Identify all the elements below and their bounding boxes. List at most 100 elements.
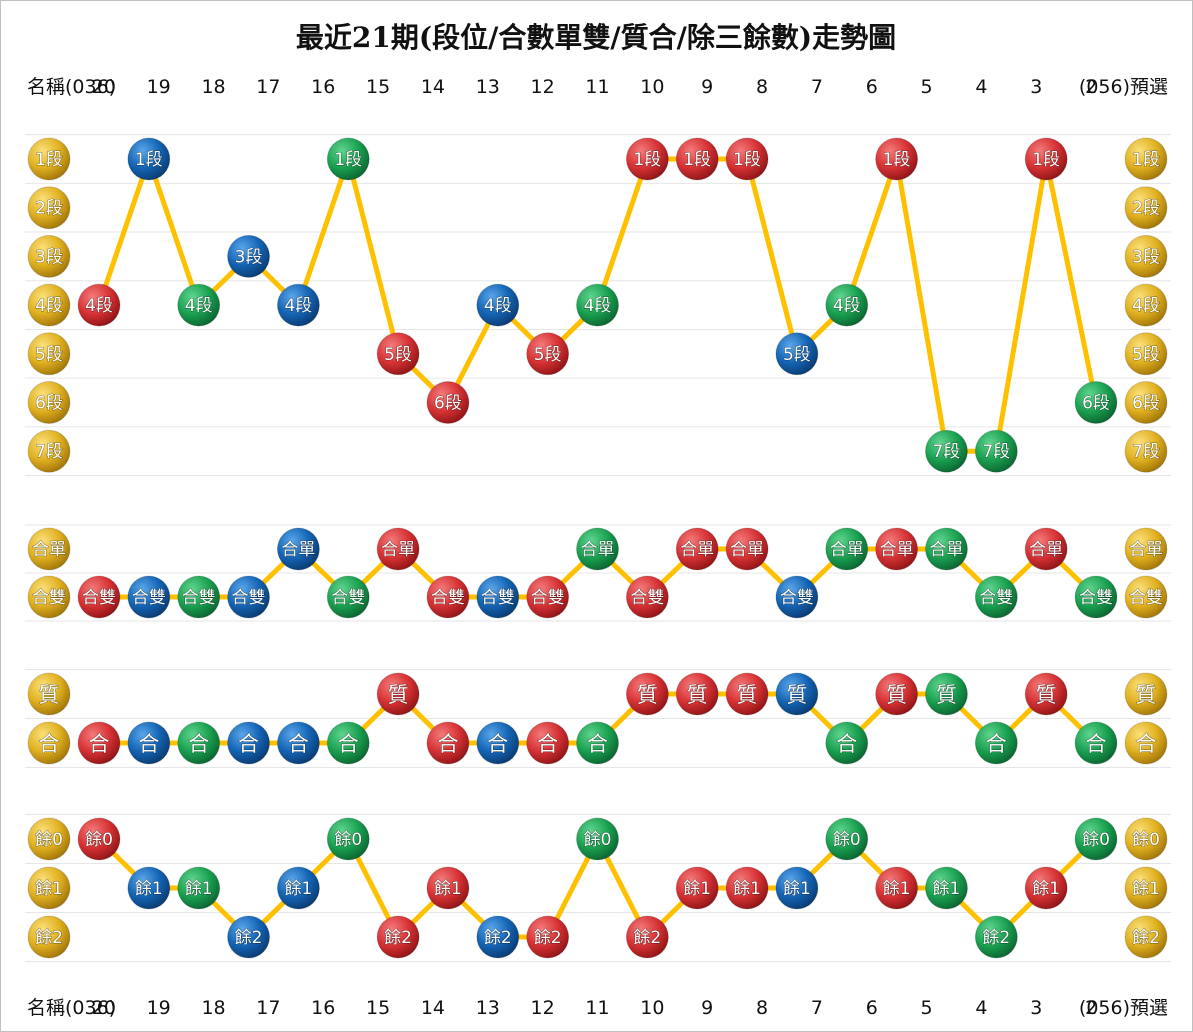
ball-circle <box>476 721 520 765</box>
ball-label: 餘0 <box>85 830 113 850</box>
ball-label: 5段 <box>35 345 63 365</box>
data-ball: 合 <box>476 721 520 765</box>
data-ball: 合 <box>1124 721 1168 765</box>
ball-label: 合雙 <box>481 588 515 608</box>
ball-label: 合 <box>288 732 309 756</box>
data-ball: 合雙 <box>127 575 171 619</box>
data-balls: 1段 1段 2段 2段 3段 3段 4段 4段 5段 5段 6段 6段 7段 7段 4段 1段 4段 3段 4段 1段… <box>27 137 1168 959</box>
ball-label: 質 <box>936 683 957 707</box>
ball-circle <box>625 915 669 959</box>
ball-circle <box>1074 575 1118 619</box>
ball-circle <box>725 672 769 716</box>
ball-label: 合雙 <box>531 588 565 608</box>
ball-label: 7段 <box>1132 442 1160 462</box>
ball-circle <box>127 866 171 910</box>
ball-label: 餘0 <box>334 830 362 850</box>
ball-label: 4段 <box>284 296 312 316</box>
ball-label: 餘0 <box>833 830 861 850</box>
ball-circle <box>77 817 121 861</box>
column-label: 11 <box>585 997 609 1019</box>
ball-circle <box>77 721 121 765</box>
data-ball: 6段 <box>426 381 470 424</box>
data-ball: 1段 <box>127 137 171 181</box>
ball-circle <box>27 672 71 716</box>
data-ball: 餘2 <box>974 915 1018 959</box>
ball-label: 合單 <box>281 540 315 560</box>
ball-label: 6段 <box>35 394 63 414</box>
data-ball: 7段 <box>1124 429 1168 473</box>
data-ball: 餘1 <box>924 866 968 910</box>
data-ball: 合單 <box>576 527 619 571</box>
data-ball: 5段 <box>1124 332 1168 376</box>
ball-label: 餘1 <box>1032 879 1060 899</box>
ball-circle <box>974 429 1018 473</box>
data-ball: 質 <box>775 672 819 716</box>
ball-circle <box>625 137 669 181</box>
data-ball: 4段 <box>825 283 869 327</box>
ball-circle <box>1124 672 1168 716</box>
ball-circle <box>127 575 171 619</box>
data-ball: 4段 <box>27 283 71 327</box>
data-ball: 1段 <box>875 137 919 181</box>
data-ball: 2段 <box>1124 186 1168 230</box>
ball-circle <box>1024 672 1068 716</box>
data-ball: 合單 <box>1024 527 1068 571</box>
ball-label: 餘1 <box>135 879 163 899</box>
data-ball: 餘0 <box>1074 817 1118 861</box>
data-ball: 合雙 <box>625 575 669 619</box>
data-ball: 質 <box>27 672 71 716</box>
column-label: 12 <box>531 76 555 98</box>
ball-circle <box>576 527 619 571</box>
ball-label: 6段 <box>434 394 462 414</box>
data-ball: 合雙 <box>476 575 520 619</box>
ball-circle <box>1074 381 1118 424</box>
ball-circle <box>974 721 1018 765</box>
ball-circle <box>376 527 420 571</box>
column-label: 15 <box>366 997 390 1019</box>
data-ball: 餘0 <box>825 817 869 861</box>
data-ball: 餘1 <box>775 866 819 910</box>
ball-label: 餘2 <box>235 928 263 948</box>
ball-circle <box>526 332 570 376</box>
data-ball: 質 <box>875 672 919 716</box>
data-ball: 1段 <box>1124 137 1168 181</box>
data-ball: 合單 <box>27 527 71 571</box>
data-ball: 1段 <box>326 137 370 181</box>
ball-label: 餘1 <box>883 879 911 899</box>
ball-circle <box>1124 429 1168 473</box>
ball-label: 合 <box>89 732 110 756</box>
ball-circle <box>974 915 1018 959</box>
column-label: 6 <box>866 997 878 1019</box>
ball-label: 質 <box>39 683 60 707</box>
data-ball: 3段 <box>1124 234 1168 278</box>
ball-label: 餘0 <box>584 830 612 850</box>
ball-circle <box>875 866 919 910</box>
ball-circle <box>1124 186 1168 230</box>
data-ball: 4段 <box>276 283 320 327</box>
data-ball: 餘0 <box>326 817 370 861</box>
ball-label: 1段 <box>633 150 661 170</box>
ball-circle <box>27 575 71 619</box>
ball-circle <box>426 381 470 424</box>
data-ball: 4段 <box>1124 283 1168 327</box>
column-label: 5 <box>921 76 933 98</box>
data-ball: 合 <box>576 721 619 765</box>
column-label: 8 <box>756 76 768 98</box>
ball-label: 合雙 <box>82 588 116 608</box>
data-ball: 合 <box>526 721 570 765</box>
column-label: 9 <box>701 997 713 1019</box>
column-label: 4 <box>975 76 987 98</box>
ball-label: 合 <box>437 732 458 756</box>
ball-label: 4段 <box>484 296 512 316</box>
data-ball: 7段 <box>974 429 1018 473</box>
data-ball: 合 <box>426 721 470 765</box>
data-ball: 4段 <box>576 283 619 327</box>
ball-label: 質 <box>637 683 658 707</box>
data-ball: 合 <box>276 721 320 765</box>
column-label: 12 <box>531 997 555 1019</box>
ball-label: 餘2 <box>1132 928 1160 948</box>
data-ball: 餘2 <box>625 915 669 959</box>
ball-label: 餘2 <box>534 928 562 948</box>
data-ball: 合 <box>227 721 271 765</box>
